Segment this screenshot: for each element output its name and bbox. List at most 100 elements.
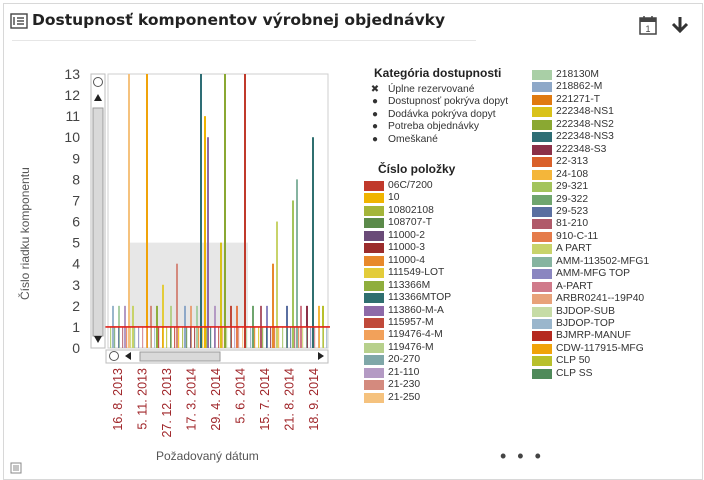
- chart-bar[interactable]: [200, 74, 202, 348]
- chart-bar-segment: [142, 326, 144, 348]
- scroll-right-arrow[interactable]: [318, 352, 324, 360]
- more-menu[interactable]: • • •: [500, 446, 544, 466]
- legend-swatch: [532, 219, 552, 230]
- chart-bar[interactable]: [207, 137, 209, 348]
- legend-swatch: [532, 169, 552, 180]
- chart-bar-segment: [238, 326, 240, 348]
- legend-swatch: [364, 305, 384, 316]
- header-divider: [12, 40, 476, 41]
- legend-swatch: [532, 132, 552, 143]
- y-tick-label: 4: [72, 256, 80, 272]
- legend-swatch: [532, 256, 552, 267]
- item-legend-label: 21-110: [388, 366, 420, 378]
- item-legend-label: BJDOP-SUB: [556, 305, 615, 317]
- x-tick-label: 5. 6. 2014: [234, 368, 248, 424]
- resize-grip-icon[interactable]: [10, 462, 22, 474]
- chart-bar-segment: [118, 326, 120, 348]
- item-legend-label: 20-270: [388, 354, 421, 366]
- legend-swatch: [532, 368, 552, 379]
- chart-bar[interactable]: [276, 221, 278, 348]
- chart-bar-segment: [306, 326, 308, 348]
- item-legend-label: AMM-113502-MFG1: [556, 255, 650, 267]
- chart-bar-segment: [278, 326, 280, 348]
- chart-bar[interactable]: [244, 74, 246, 348]
- item-legend-label: 119476-M: [388, 341, 434, 353]
- chart-bar[interactable]: [272, 263, 274, 348]
- chart-bar-segment: [134, 326, 136, 348]
- list-icon[interactable]: [10, 13, 28, 29]
- chart-bar-segment: [206, 326, 208, 348]
- x-tick-label: 27. 12. 2013: [160, 368, 174, 438]
- zoom-icon[interactable]: [93, 77, 103, 87]
- chart-bar[interactable]: [176, 263, 178, 348]
- category-legend-label: Dodávka pokrýva dopyt: [388, 108, 496, 120]
- chart-bar-segment: [326, 326, 328, 348]
- y-tick-label: 9: [72, 150, 80, 166]
- legend-swatch: [532, 231, 552, 242]
- download-arrow-icon[interactable]: [670, 14, 690, 36]
- legend-swatch: [532, 107, 552, 118]
- chart-bar-segment: [258, 326, 260, 348]
- y-tick-label: 3: [72, 277, 80, 293]
- scroll-left-arrow[interactable]: [125, 352, 131, 360]
- chart-bar-segment: [138, 326, 140, 348]
- legend-swatch: [364, 218, 384, 229]
- legend-swatch: [532, 94, 552, 105]
- scroll-up-arrow[interactable]: [94, 94, 102, 101]
- category-legend-label: Omeškané: [388, 133, 438, 145]
- item-legend-label: 222348-S3: [556, 143, 607, 155]
- item-legend-label: 113860-M-A: [388, 304, 444, 316]
- chart-bar-segment: [222, 326, 224, 348]
- chart-bar[interactable]: [162, 284, 164, 348]
- x-tick-label: 29. 4. 2014: [209, 368, 223, 431]
- chart-bar-segment: [130, 326, 132, 348]
- item-legend-label: ARBR0241--19P40: [556, 293, 645, 305]
- chart-bar[interactable]: [296, 179, 298, 348]
- calendar-icon[interactable]: 1: [638, 14, 658, 36]
- item-legend-label: 222348-NS3: [556, 131, 614, 143]
- chart-bar[interactable]: [292, 200, 294, 348]
- vertical-scroll-thumb[interactable]: [92, 107, 104, 337]
- horizontal-scroll-thumb[interactable]: [139, 351, 221, 362]
- x-tick-label: 21. 8. 2014: [283, 368, 297, 431]
- item-legend-label: BJDOP-TOP: [556, 318, 615, 329]
- chart-bar-segment: [226, 326, 228, 348]
- legend-swatch: [364, 317, 384, 328]
- x-tick-label: 15. 7. 2014: [258, 368, 272, 431]
- y-axis-label: Číslo riadku komponentu: [18, 167, 32, 300]
- calendar-day: 1: [645, 24, 650, 34]
- chart-bar[interactable]: [220, 242, 222, 348]
- chart-bar-segment: [262, 326, 264, 348]
- chart-bar[interactable]: [146, 74, 148, 348]
- legend-swatch: [364, 380, 384, 391]
- chart-bar[interactable]: [224, 74, 226, 348]
- item-legend-label: 29-322: [556, 193, 589, 205]
- x-tick-label: 5. 11. 2013: [136, 368, 150, 430]
- x-tick-label: 18. 9. 2014: [307, 368, 321, 431]
- chart-bar-segment: [290, 326, 292, 348]
- item-legend-label: 06C/7200: [388, 180, 433, 191]
- legend-swatch: [532, 356, 552, 367]
- item-legend-label: 24-108: [556, 168, 589, 180]
- chart-bar[interactable]: [204, 116, 206, 349]
- chart-bar-segment: [302, 326, 304, 348]
- chart-bar[interactable]: [312, 137, 314, 348]
- legend-swatch: [364, 230, 384, 241]
- chart-bar[interactable]: [128, 74, 130, 348]
- legend-swatch: [532, 119, 552, 130]
- scroll-down-arrow[interactable]: [94, 336, 102, 343]
- zoom-icon[interactable]: [109, 351, 119, 361]
- chart-bar-segment: [270, 326, 272, 348]
- chart-bar-segment: [186, 326, 188, 348]
- item-legend-label: 221271-T: [556, 93, 601, 105]
- chart-bar-segment: [210, 326, 212, 348]
- y-tick-label: 2: [72, 298, 80, 314]
- legend-swatch: [364, 367, 384, 378]
- category-legend-label: Úplne rezervované: [388, 84, 475, 95]
- category-marker-icon: ●: [371, 121, 379, 133]
- item-legend-label: 21-250: [388, 391, 421, 403]
- legend-swatch: [532, 157, 552, 168]
- y-tick-label: 11: [65, 108, 80, 124]
- legend-swatch: [532, 343, 552, 354]
